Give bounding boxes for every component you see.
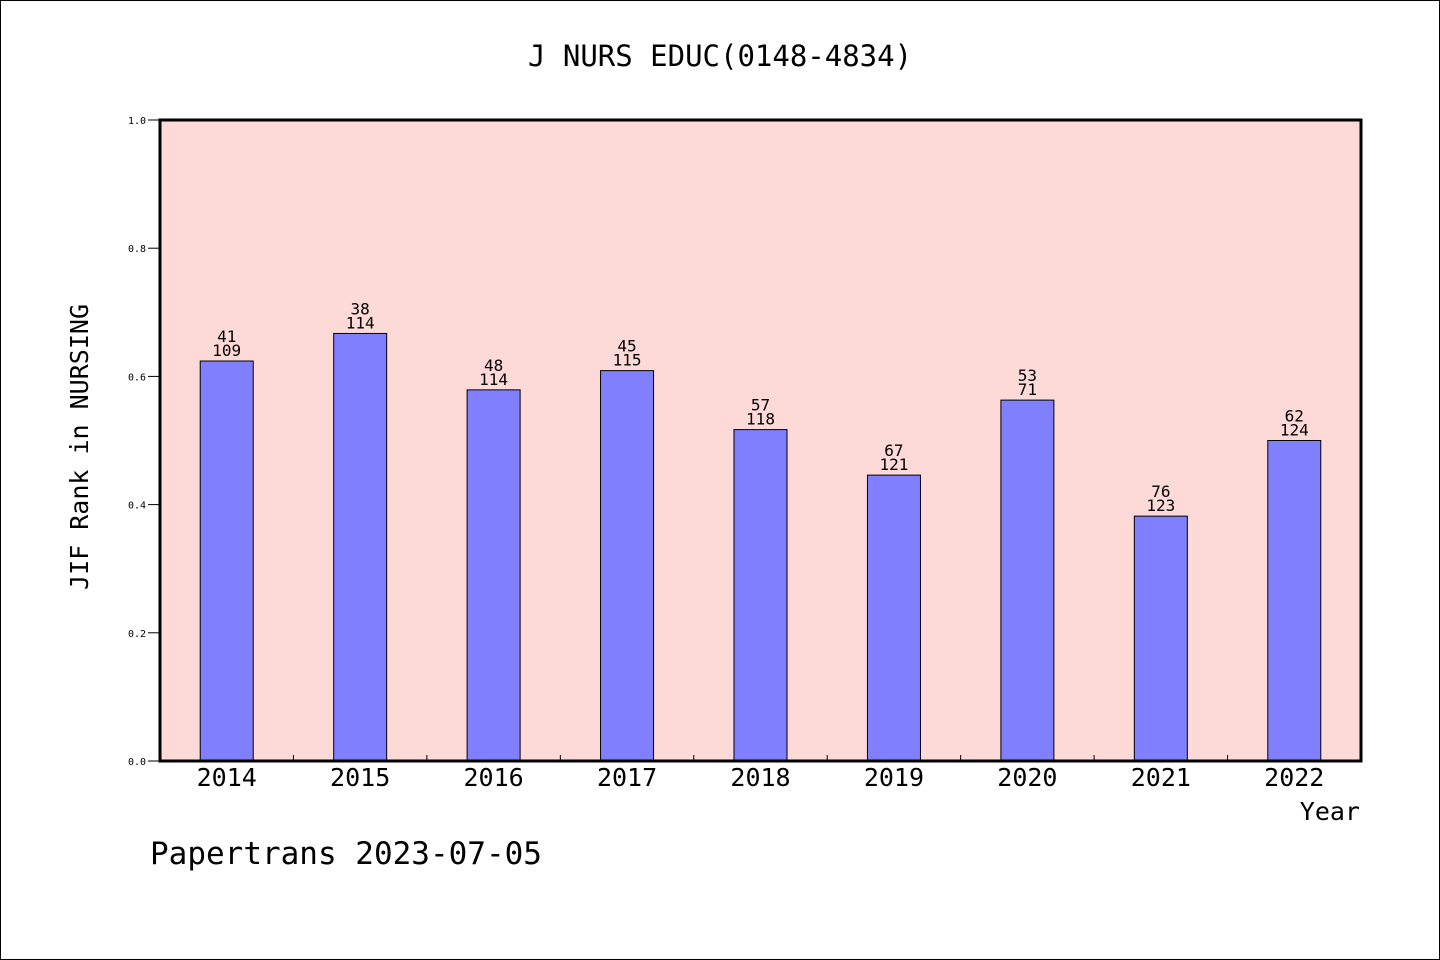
bar-label-total: 123	[1146, 496, 1175, 515]
bar-label-total: 115	[613, 351, 642, 370]
bar-label-rank: 38	[351, 299, 370, 318]
bar-label-total: 114	[479, 370, 508, 389]
bar-label-total: 124	[1280, 421, 1309, 440]
bar-label-rank: 76	[1151, 482, 1170, 501]
bar-2022	[1267, 440, 1322, 762]
bar-label-rank: 67	[884, 441, 903, 460]
bar-label-rank: 57	[751, 396, 770, 415]
bar-label-total: 121	[879, 455, 908, 474]
bar-label-total: 114	[346, 313, 375, 332]
bar-label-rank: 45	[617, 337, 636, 356]
bar-label-total: 109	[212, 341, 241, 360]
bar-2015	[333, 332, 388, 762]
bar-2020	[1000, 399, 1055, 762]
bar-label-rank: 48	[484, 356, 503, 375]
y-tick-label: 0.2	[128, 629, 146, 640]
bar-2018	[733, 429, 788, 762]
y-tick-label: 0.0	[128, 757, 146, 768]
bar-label-total: 118	[746, 410, 775, 429]
x-axis-label: Year	[1300, 797, 1360, 826]
x-tick-label: 2017	[597, 763, 657, 792]
x-tick-label: 2020	[997, 763, 1057, 792]
x-tick-label: 2022	[1264, 763, 1324, 792]
y-tick-label: 1.0	[128, 116, 146, 127]
footer-text: Papertrans 2023-07-05	[150, 836, 542, 872]
y-axis-label: JIF Rank in NURSING	[65, 304, 94, 590]
x-tick-label: 2015	[330, 763, 390, 792]
x-tick-label: 2016	[464, 763, 524, 792]
bar-label-rank: 62	[1285, 407, 1304, 426]
bar-2017	[600, 370, 655, 762]
plot-frame	[158, 118, 1363, 763]
bar-label-total: 71	[1018, 380, 1037, 399]
x-tick-label: 2019	[864, 763, 924, 792]
bar-label-rank: 53	[1018, 366, 1037, 385]
bar-label-rank: 41	[217, 327, 236, 346]
bar-2016	[466, 389, 521, 762]
x-tick-label: 2014	[197, 763, 257, 792]
chart-title: J NURS EDUC(0148-4834)	[528, 39, 912, 73]
y-tick-label: 0.6	[128, 372, 146, 383]
bar-2021	[1133, 515, 1188, 762]
bar-2019	[866, 474, 921, 762]
x-tick-label: 2018	[730, 763, 790, 792]
y-tick-label: 0.8	[128, 244, 146, 255]
bar-2014	[199, 360, 254, 762]
x-tick-label: 2021	[1131, 763, 1191, 792]
y-tick-label: 0.4	[128, 501, 146, 512]
